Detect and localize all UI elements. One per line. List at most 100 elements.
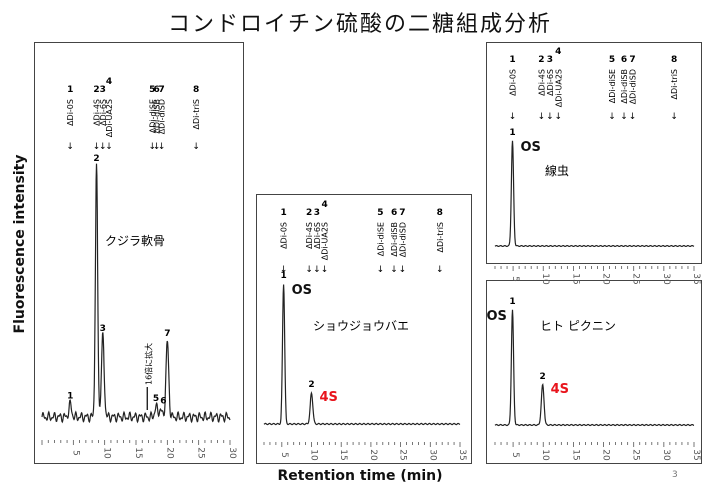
x-tick-label: 5 <box>510 452 520 458</box>
marker-number: 8 <box>193 85 199 95</box>
marker-label: ΔDi-diSD <box>628 69 637 104</box>
marker-arrow: ↓ <box>153 142 161 152</box>
marker-number: 6 <box>154 85 160 95</box>
chart-frame-fly <box>256 194 472 464</box>
x-tick-label: 30 <box>427 449 437 461</box>
x-tick-label: 10 <box>309 449 319 461</box>
peak-label: 6 <box>160 397 166 407</box>
marker-label: ΔDi-diSB <box>620 69 629 104</box>
marker-arrow: ↓ <box>538 112 546 122</box>
sample-name: クジラ軟骨 <box>105 233 165 248</box>
marker-number: 2 <box>93 85 99 95</box>
marker-arrow: ↓ <box>608 112 616 122</box>
x-tick-label: 10 <box>540 273 550 285</box>
series-line-4 <box>494 309 695 427</box>
marker-number: 8 <box>437 208 443 218</box>
marker-label: ΔDi-0S <box>66 99 75 126</box>
peak-label: 1 <box>280 271 286 281</box>
marker-number: 6 <box>391 208 397 218</box>
marker-label: ΔDi-triS <box>436 222 445 252</box>
marker-number: 4 <box>555 47 561 57</box>
marker-number: 6 <box>621 55 627 65</box>
marker-number: 5 <box>149 85 155 95</box>
marker-label: ΔDi-diSB <box>390 222 399 257</box>
marker-number: 7 <box>159 85 165 95</box>
marker-arrow: ↓ <box>66 142 74 152</box>
series-line-2 <box>263 284 461 426</box>
marker-number: 4 <box>321 200 327 210</box>
x-tick-label: 5 <box>70 450 80 456</box>
peak-label: 1 <box>509 297 515 307</box>
marker-number: 1 <box>280 208 286 218</box>
marker-label: ΔDi-0S <box>280 222 289 249</box>
marker-number: 2 <box>538 55 544 65</box>
x-tick-label: 15 <box>570 273 580 284</box>
x-tick-label: 15 <box>133 447 143 458</box>
magnification-note: 16倍に拡大 <box>143 343 153 385</box>
marker-label: ΔDi-diSE <box>608 69 617 103</box>
marker-label: ΔDi-0S <box>508 69 517 96</box>
series-line-1 <box>41 163 231 424</box>
marker-label: ΔDi-UA2S <box>321 222 330 260</box>
marker-arrow: ↓ <box>629 112 637 122</box>
marker-label: ΔDi-diSE <box>376 222 385 256</box>
x-tick-label: 35 <box>457 449 467 460</box>
marker-label: ΔDi-6S <box>546 69 555 96</box>
x-tick-label: 30 <box>661 449 671 461</box>
marker-number: 8 <box>671 55 677 65</box>
page-number: 3 <box>672 470 678 480</box>
marker-label: ΔDi-diSD <box>158 99 167 134</box>
peak-label: 3 <box>100 324 106 334</box>
marker-arrow: ↓ <box>305 265 313 275</box>
marker-arrow: ↓ <box>509 112 517 122</box>
peak-label: 1 <box>509 128 515 138</box>
x-tick-label: 25 <box>398 449 408 460</box>
marker-arrow: ↓ <box>192 142 200 152</box>
marker-label: ΔDi-4S <box>305 222 314 249</box>
marker-label: ΔDi-diSD <box>398 222 407 257</box>
marker-label: ΔDi-UA2S <box>554 69 563 107</box>
peak-tag-4S: 4S <box>320 390 338 405</box>
marker-number: 3 <box>314 208 320 218</box>
marker-arrow: ↓ <box>280 265 288 275</box>
marker-arrow: ↓ <box>93 142 101 152</box>
marker-arrow: ↓ <box>158 142 166 152</box>
x-tick-label: 20 <box>368 449 378 461</box>
marker-number: 2 <box>306 208 312 218</box>
marker-number: 1 <box>67 85 73 95</box>
marker-arrow: ↓ <box>436 265 444 275</box>
marker-number: 7 <box>629 55 635 65</box>
marker-label: ΔDi-diSE <box>148 99 157 133</box>
chart-frame-human <box>486 280 702 464</box>
chart-frame-whale <box>34 42 244 464</box>
x-tick-label: 20 <box>601 273 611 285</box>
marker-number: 5 <box>609 55 615 65</box>
marker-label: ΔDi-4S <box>93 99 102 126</box>
x-tick-label: 30 <box>661 273 671 285</box>
x-tick-label: 10 <box>540 449 550 461</box>
page-title: コンドロイチン硫酸の二糖組成分析 <box>167 12 552 37</box>
marker-number: 5 <box>377 208 383 218</box>
marker-arrow: ↓ <box>399 265 407 275</box>
marker-arrow: ↓ <box>390 265 398 275</box>
x-tick-label: 15 <box>338 449 348 460</box>
marker-label: ΔDi-6S <box>99 99 108 126</box>
peak-label: 2 <box>308 380 314 390</box>
peak-label: 5 <box>153 394 159 404</box>
peak-label: 7 <box>164 329 170 339</box>
x-axis-label: Retention time (min) <box>277 468 443 484</box>
marker-number: 1 <box>509 55 515 65</box>
x-tick-label: 25 <box>196 447 206 458</box>
marker-arrow: ↓ <box>321 265 329 275</box>
x-tick-label: 20 <box>164 447 174 459</box>
marker-arrow: ↓ <box>546 112 554 122</box>
marker-arrow: ↓ <box>99 142 107 152</box>
marker-label: ΔDi-4S <box>537 69 546 96</box>
marker-arrow: ↓ <box>377 265 385 275</box>
marker-label: ΔDi-triS <box>670 69 679 99</box>
marker-arrow: ↓ <box>555 112 563 122</box>
x-tick-label: 5 <box>279 452 289 458</box>
marker-arrow: ↓ <box>313 265 321 275</box>
x-tick-label: 35 <box>691 449 701 460</box>
